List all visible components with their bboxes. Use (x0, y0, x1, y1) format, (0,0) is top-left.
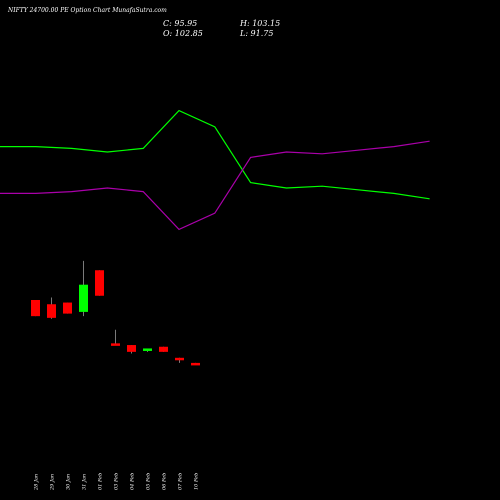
candle (159, 346, 168, 352)
candle-body (111, 343, 120, 346)
candle (143, 348, 152, 352)
line-series-green (0, 109, 430, 200)
x-tick-label: 05 Feb (146, 473, 152, 490)
candle (79, 260, 88, 317)
candle-body (79, 284, 88, 312)
candle-body (191, 362, 200, 366)
x-tick-label: 01 Feb (98, 473, 104, 490)
x-tick-label: 04 Feb (130, 473, 136, 490)
candle-body (143, 348, 152, 351)
candle-body (127, 345, 136, 352)
candles (31, 260, 200, 366)
candle-body (47, 304, 56, 318)
x-axis-labels: 28 Jan 29 Jan 30 Jan 31 Jan 01 Feb 03 Feb 04 F… (34, 473, 200, 491)
open-value: O: 102.85 (163, 29, 203, 38)
x-tick-label: 10 Feb (194, 473, 200, 490)
chart-title: NIFTY 24700.00 PE Option Chart MunafaSut… (8, 7, 167, 14)
candle (127, 345, 136, 354)
x-tick-label: 30 Jan (66, 474, 72, 490)
indicator-lines (0, 109, 430, 231)
candle (31, 300, 40, 317)
candle (47, 297, 56, 319)
x-tick-label: 29 Jan (50, 474, 56, 491)
high-value: H: 103.15 (240, 19, 281, 28)
candle-body (63, 302, 72, 314)
candle-body (175, 357, 184, 361)
candle (191, 362, 200, 366)
candle-body (159, 346, 168, 352)
close-value: C: 95.95 (163, 19, 198, 28)
candle (95, 270, 104, 296)
x-tick-label: 31 Jan (82, 474, 88, 490)
candle-body (95, 270, 104, 296)
candle-body (31, 300, 40, 317)
line-series-purple (0, 140, 430, 231)
candle (111, 329, 120, 346)
candle (63, 302, 72, 314)
x-tick-label: 06 Feb (162, 473, 168, 490)
x-tick-label: 28 Jan (34, 474, 40, 491)
x-tick-label: 03 Feb (114, 473, 120, 490)
candle (175, 357, 184, 363)
x-tick-label: 07 Feb (178, 473, 184, 490)
low-value: L: 91.75 (240, 29, 274, 38)
